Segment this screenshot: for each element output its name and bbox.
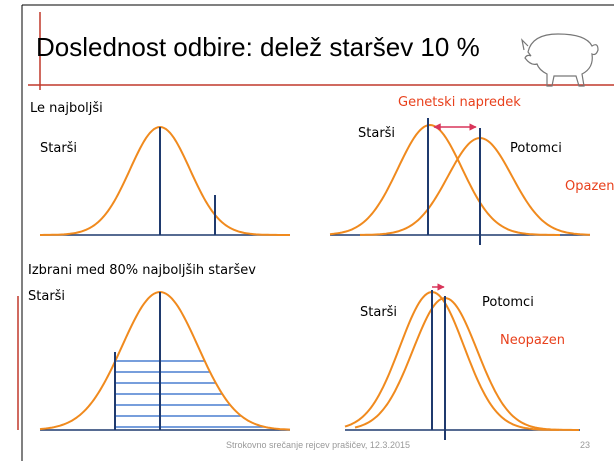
footer: Strokovno srečanje rejcev prašičev, 12.3… (226, 440, 410, 450)
label: Starši (40, 141, 77, 156)
panel-heading: Genetski napredek (398, 95, 521, 110)
label: Starši (360, 305, 397, 320)
title: Doslednost odbire: delež staršev 10 % (36, 32, 480, 62)
bell-curve (354, 296, 579, 431)
verdict: Neopazen (500, 333, 565, 348)
bell-curve (39, 290, 291, 431)
diagrams (39, 118, 590, 440)
pig-icon (521, 33, 599, 87)
bell-curve (40, 125, 290, 236)
label: Starši (28, 289, 65, 304)
bell-curve (360, 136, 590, 236)
bell-curve (344, 291, 559, 431)
label: Potomci (510, 141, 562, 156)
label: Potomci (482, 295, 534, 310)
panel-heading: Izbrani med 80% najboljših staršev (28, 263, 256, 278)
panel-heading: Le najboljši (30, 101, 103, 116)
bell-curve (329, 123, 560, 236)
verdict: Opazen! (565, 179, 614, 194)
label: Starši (358, 126, 395, 141)
page-number: 23 (580, 440, 590, 450)
